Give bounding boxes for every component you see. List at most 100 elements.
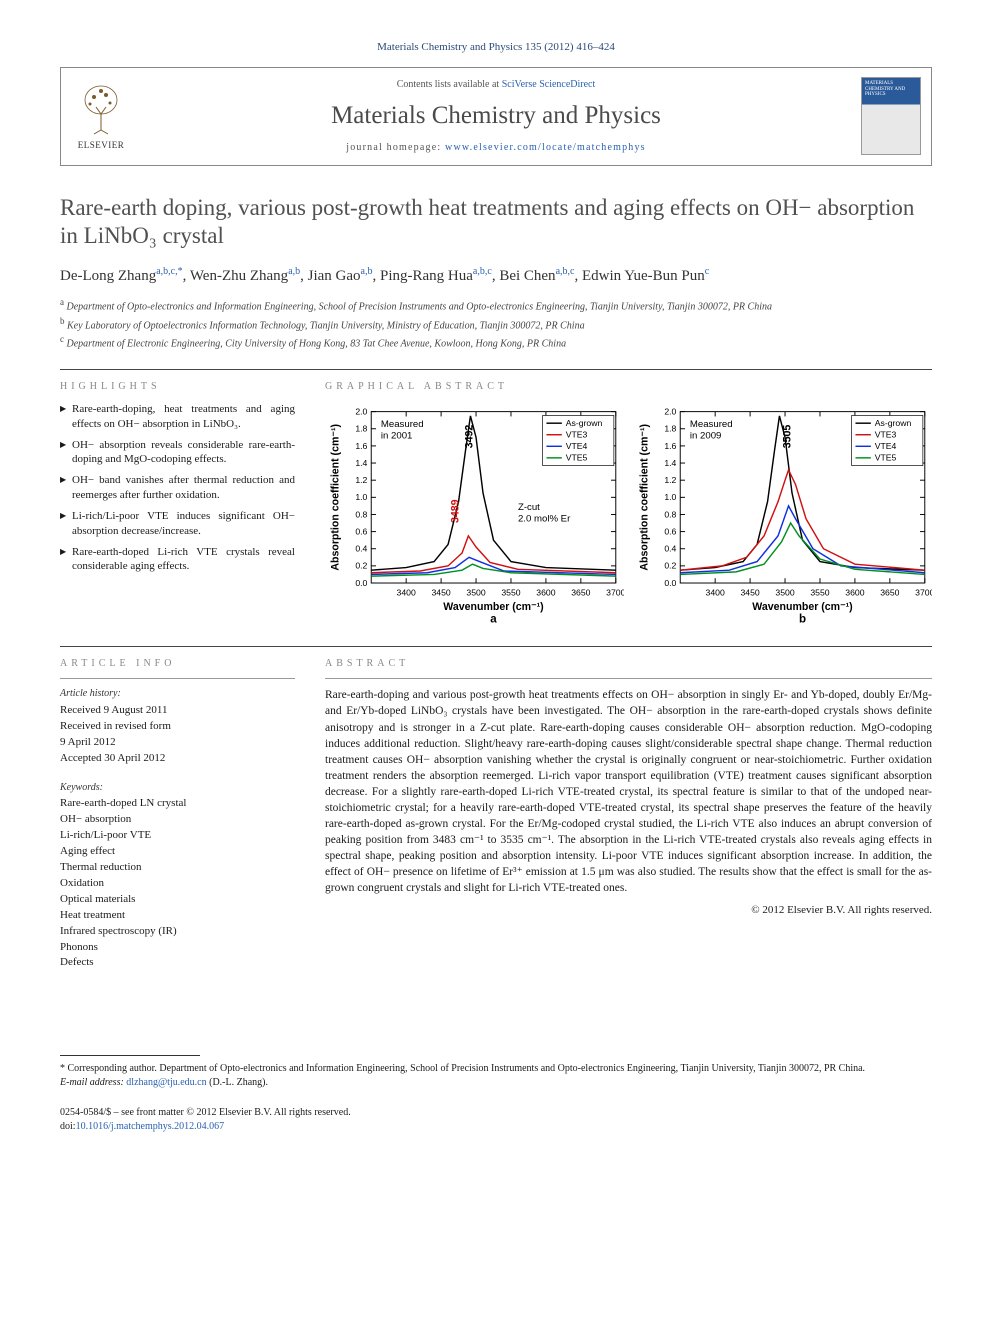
svg-text:3450: 3450 — [431, 587, 450, 597]
email-link[interactable]: dlzhang@tju.edu.cn — [126, 1077, 206, 1088]
svg-text:1.4: 1.4 — [664, 458, 676, 468]
svg-text:1.8: 1.8 — [664, 423, 676, 433]
svg-text:Z-cut: Z-cut — [518, 502, 540, 513]
svg-text:3650: 3650 — [880, 587, 899, 597]
svg-text:3550: 3550 — [810, 587, 829, 597]
svg-text:Wavenumber (cm⁻¹): Wavenumber (cm⁻¹) — [443, 601, 543, 613]
svg-text:a: a — [490, 613, 497, 623]
highlight-item: OH− band vanishes after thermal reductio… — [60, 473, 295, 503]
chart-b-svg: 3400 3450 3500 3550 3600 3650 3700 0.0 0.2 0.4 0.6… — [634, 402, 933, 623]
article-info-label: ARTICLE INFO — [60, 657, 295, 671]
footnote-rule — [60, 1055, 200, 1056]
svg-text:in 2009: in 2009 — [689, 430, 721, 441]
svg-text:3400: 3400 — [397, 587, 416, 597]
chart-a-svg: 34003450350035503600365037000.00.20.40.6… — [325, 402, 624, 623]
email-suffix: (D.-L. Zhang). — [207, 1077, 268, 1088]
svg-text:1.2: 1.2 — [664, 475, 676, 485]
journal-homepage: journal homepage: www.elsevier.com/locat… — [149, 141, 843, 155]
svg-text:3700: 3700 — [606, 587, 623, 597]
highlight-item: Li-rich/Li-poor VTE induces significant … — [60, 509, 295, 539]
svg-text:1.4: 1.4 — [355, 458, 367, 468]
elsevier-tree-icon — [76, 82, 126, 137]
sciencedirect-link[interactable]: SciVerse ScienceDirect — [502, 79, 596, 90]
svg-text:1.8: 1.8 — [355, 423, 367, 433]
svg-text:1.6: 1.6 — [664, 441, 676, 451]
svg-text:0.8: 0.8 — [355, 509, 367, 519]
svg-text:0.4: 0.4 — [355, 543, 367, 553]
svg-text:VTE4: VTE4 — [566, 441, 588, 451]
svg-text:3505: 3505 — [781, 424, 793, 448]
rule — [60, 646, 932, 647]
cover-image: MATERIALS CHEMISTRY AND PHYSICS — [861, 77, 921, 155]
svg-text:Wavenumber (cm⁻¹): Wavenumber (cm⁻¹) — [752, 601, 852, 613]
authors-line: De-Long Zhanga,b,c,*, Wen-Zhu Zhanga,b, … — [60, 265, 932, 286]
svg-text:2.0: 2.0 — [355, 406, 367, 416]
copyright: © 2012 Elsevier B.V. All rights reserved… — [325, 903, 932, 918]
citation-line: Materials Chemistry and Physics 135 (201… — [60, 40, 932, 55]
journal-name: Materials Chemistry and Physics — [149, 99, 843, 133]
svg-text:3492: 3492 — [463, 424, 475, 448]
article-title: Rare-earth doping, various post-growth h… — [60, 194, 932, 252]
doi-link[interactable]: 10.1016/j.matchemphys.2012.04.067 — [76, 1121, 225, 1132]
svg-text:3500: 3500 — [775, 587, 794, 597]
highlight-item: OH− absorption reveals considerable rare… — [60, 438, 295, 468]
publisher-name: ELSEVIER — [78, 139, 125, 151]
keywords-list: Rare-earth-doped LN crystalOH− absorptio… — [60, 796, 295, 971]
svg-text:2.0: 2.0 — [664, 406, 676, 416]
svg-text:0.8: 0.8 — [664, 509, 676, 519]
svg-text:0.2: 0.2 — [664, 561, 676, 571]
affiliations: a Department of Opto-electronics and Inf… — [60, 296, 932, 351]
journal-cover-thumb: MATERIALS CHEMISTRY AND PHYSICS — [851, 68, 931, 165]
graphical-abstract-label: GRAPHICAL ABSTRACT — [325, 380, 932, 394]
highlight-item: Rare-earth-doped Li-rich VTE crystals re… — [60, 545, 295, 575]
svg-text:1.0: 1.0 — [355, 492, 367, 502]
svg-text:3550: 3550 — [501, 587, 520, 597]
svg-text:3450: 3450 — [740, 587, 759, 597]
contents-prefix: Contents lists available at — [397, 79, 502, 90]
svg-text:0.2: 0.2 — [355, 561, 367, 571]
homepage-link[interactable]: www.elsevier.com/locate/matchemphys — [445, 142, 646, 153]
highlights-label: HIGHLIGHTS — [60, 380, 295, 394]
svg-text:3400: 3400 — [705, 587, 724, 597]
svg-text:0.0: 0.0 — [664, 578, 676, 588]
front-matter: 0254-0584/$ – see front matter © 2012 El… — [60, 1106, 932, 1120]
journal-header: ELSEVIER Contents lists available at Sci… — [60, 67, 932, 166]
svg-text:0.6: 0.6 — [664, 526, 676, 536]
svg-text:3700: 3700 — [915, 587, 932, 597]
svg-text:0.4: 0.4 — [664, 543, 676, 553]
history-heading: Article history: — [60, 687, 295, 701]
svg-text:3600: 3600 — [845, 587, 864, 597]
svg-text:1.2: 1.2 — [355, 475, 367, 485]
svg-text:Measured: Measured — [381, 419, 424, 430]
svg-text:2.0 mol% Er: 2.0 mol% Er — [518, 513, 571, 524]
thin-rule — [325, 678, 932, 679]
doi-prefix: doi: — [60, 1121, 76, 1132]
svg-text:3489: 3489 — [450, 499, 462, 523]
corresponding-author: * Corresponding author. Department of Op… — [60, 1062, 932, 1076]
svg-text:1.6: 1.6 — [355, 441, 367, 451]
chart-panel-a: 34003450350035503600365037000.00.20.40.6… — [325, 402, 624, 628]
email-label: E-mail address: — [60, 1077, 126, 1088]
svg-text:VTE3: VTE3 — [566, 429, 588, 439]
chart-panel-b: 3400 3450 3500 3550 3600 3650 3700 0.0 0.2 0.4 0.6… — [634, 402, 933, 628]
highlights-list: Rare-earth-doping, heat treatments and a… — [60, 402, 295, 574]
svg-text:1.0: 1.0 — [664, 492, 676, 502]
svg-text:3500: 3500 — [466, 587, 485, 597]
email-line: E-mail address: dlzhang@tju.edu.cn (D.-L… — [60, 1076, 932, 1090]
svg-text:3600: 3600 — [536, 587, 555, 597]
svg-text:b: b — [798, 613, 805, 623]
homepage-prefix: journal homepage: — [346, 142, 445, 153]
svg-text:in 2001: in 2001 — [381, 430, 413, 441]
abstract-text: Rare-earth-doping and various post-growt… — [325, 687, 932, 896]
svg-text:VTE4: VTE4 — [874, 441, 896, 451]
contents-available: Contents lists available at SciVerse Sci… — [149, 78, 843, 92]
svg-text:0.0: 0.0 — [355, 578, 367, 588]
abstract-label: ABSTRACT — [325, 657, 932, 671]
svg-text:VTE5: VTE5 — [566, 453, 588, 463]
highlight-item: Rare-earth-doping, heat treatments and a… — [60, 402, 295, 432]
footnotes: * Corresponding author. Department of Op… — [60, 1062, 932, 1090]
svg-text:Absorption coefficient (cm⁻¹): Absorption coefficient (cm⁻¹) — [329, 424, 341, 571]
thin-rule — [60, 678, 295, 679]
history-lines: Received 9 August 2011Received in revise… — [60, 703, 295, 767]
svg-text:3650: 3650 — [571, 587, 590, 597]
